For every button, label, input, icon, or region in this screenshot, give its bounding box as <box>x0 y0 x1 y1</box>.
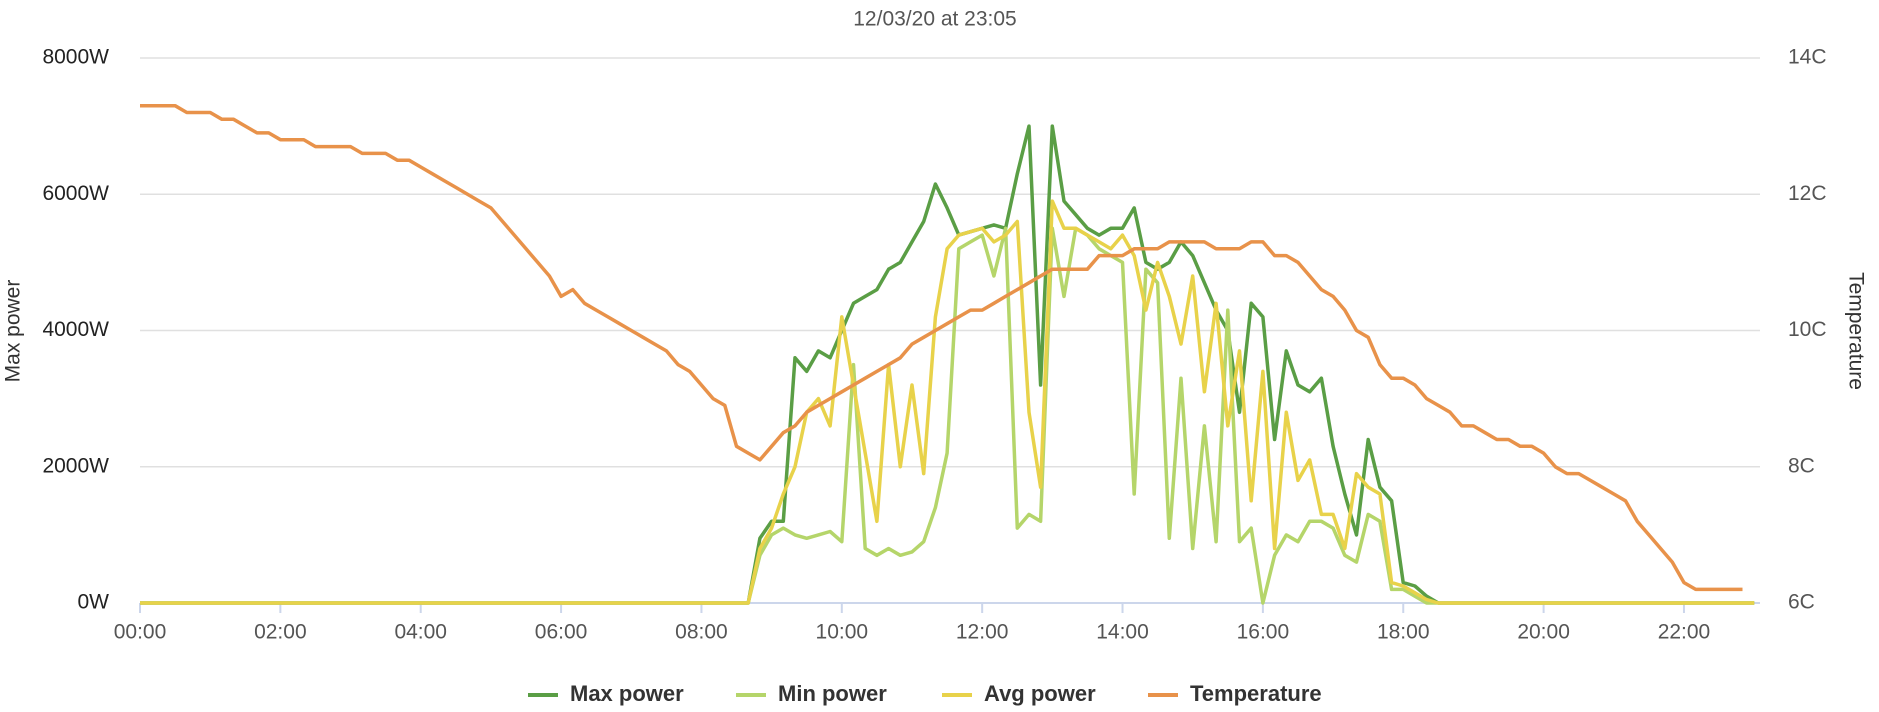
series-line <box>140 226 1755 605</box>
chart-title: 12/03/20 at 23:05 <box>853 8 1016 31</box>
x-tick-label: 04:00 <box>394 621 447 644</box>
y-tick-label: 0W <box>78 591 110 614</box>
y-tick-label: 4000W <box>42 318 109 341</box>
x-tick-label: 08:00 <box>675 621 728 644</box>
x-tick-label: 12:00 <box>956 621 1009 644</box>
legend-label: Temperature <box>1190 681 1322 706</box>
x-tick-label: 02:00 <box>254 621 307 644</box>
y-axis-label: Max power <box>2 280 25 383</box>
legend-label: Avg power <box>984 681 1096 706</box>
legend-label: Min power <box>778 681 887 706</box>
series-line <box>140 103 1743 592</box>
y-tick-label: 6000W <box>42 182 109 205</box>
y2-tick-label: 10C <box>1788 318 1827 341</box>
y2-tick-label: 6C <box>1788 591 1815 614</box>
legend-label: Max power <box>570 681 684 706</box>
x-tick-label: 14:00 <box>1096 621 1149 644</box>
series-line <box>140 124 1755 605</box>
y-tick-label: 2000W <box>42 454 109 477</box>
x-tick-label: 16:00 <box>1237 621 1290 644</box>
y-tick-label: 8000W <box>42 46 109 69</box>
y2-tick-label: 8C <box>1788 454 1815 477</box>
x-tick-label: 06:00 <box>535 621 588 644</box>
x-tick-label: 10:00 <box>816 621 869 644</box>
y2-tick-label: 14C <box>1788 46 1827 69</box>
x-tick-label: 18:00 <box>1377 621 1430 644</box>
x-tick-label: 00:00 <box>114 621 167 644</box>
x-tick-label: 20:00 <box>1517 621 1570 644</box>
x-tick-label: 22:00 <box>1658 621 1711 644</box>
series-line <box>140 199 1755 605</box>
y2-axis-label: Temperature <box>1844 272 1867 390</box>
y2-tick-label: 12C <box>1788 182 1827 205</box>
